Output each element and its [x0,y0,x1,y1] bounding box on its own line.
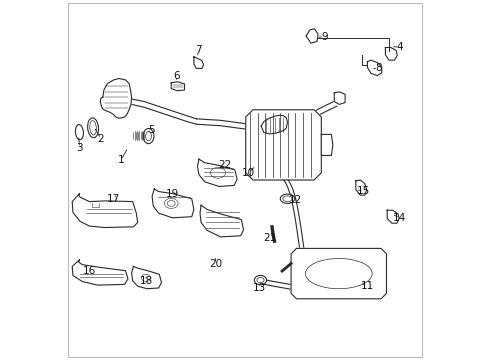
Text: 21: 21 [264,233,277,243]
Text: 13: 13 [253,283,266,293]
Polygon shape [200,205,244,237]
Polygon shape [72,260,128,285]
Text: 18: 18 [139,276,152,286]
Text: 12: 12 [289,195,302,205]
Polygon shape [194,57,204,68]
Text: 4: 4 [396,42,403,52]
Polygon shape [100,78,132,118]
Text: 16: 16 [83,266,96,276]
Text: 8: 8 [375,63,382,73]
Text: 20: 20 [209,258,222,269]
Polygon shape [197,159,237,186]
Text: 19: 19 [166,189,179,199]
Polygon shape [261,115,288,134]
Text: 7: 7 [195,45,201,55]
Text: 10: 10 [242,168,255,178]
Text: 17: 17 [107,194,120,204]
Text: 11: 11 [361,281,374,291]
Polygon shape [334,92,345,104]
Polygon shape [245,110,321,180]
Polygon shape [321,134,333,156]
Text: 5: 5 [148,125,155,135]
Text: 3: 3 [76,143,83,153]
Ellipse shape [143,129,154,144]
Polygon shape [386,48,397,60]
Polygon shape [387,210,399,223]
Polygon shape [356,180,367,195]
Ellipse shape [254,275,267,285]
Polygon shape [152,189,194,218]
Polygon shape [171,82,185,91]
Text: 1: 1 [118,155,124,165]
Text: 2: 2 [98,134,104,144]
Polygon shape [72,194,138,228]
Text: 22: 22 [219,160,232,170]
Text: 14: 14 [393,213,406,223]
Text: 15: 15 [357,186,370,196]
Polygon shape [368,60,382,76]
Polygon shape [306,29,318,43]
Text: 9: 9 [321,32,327,42]
Ellipse shape [280,194,294,203]
Text: 6: 6 [173,71,180,81]
Polygon shape [291,248,387,299]
Polygon shape [132,266,162,289]
